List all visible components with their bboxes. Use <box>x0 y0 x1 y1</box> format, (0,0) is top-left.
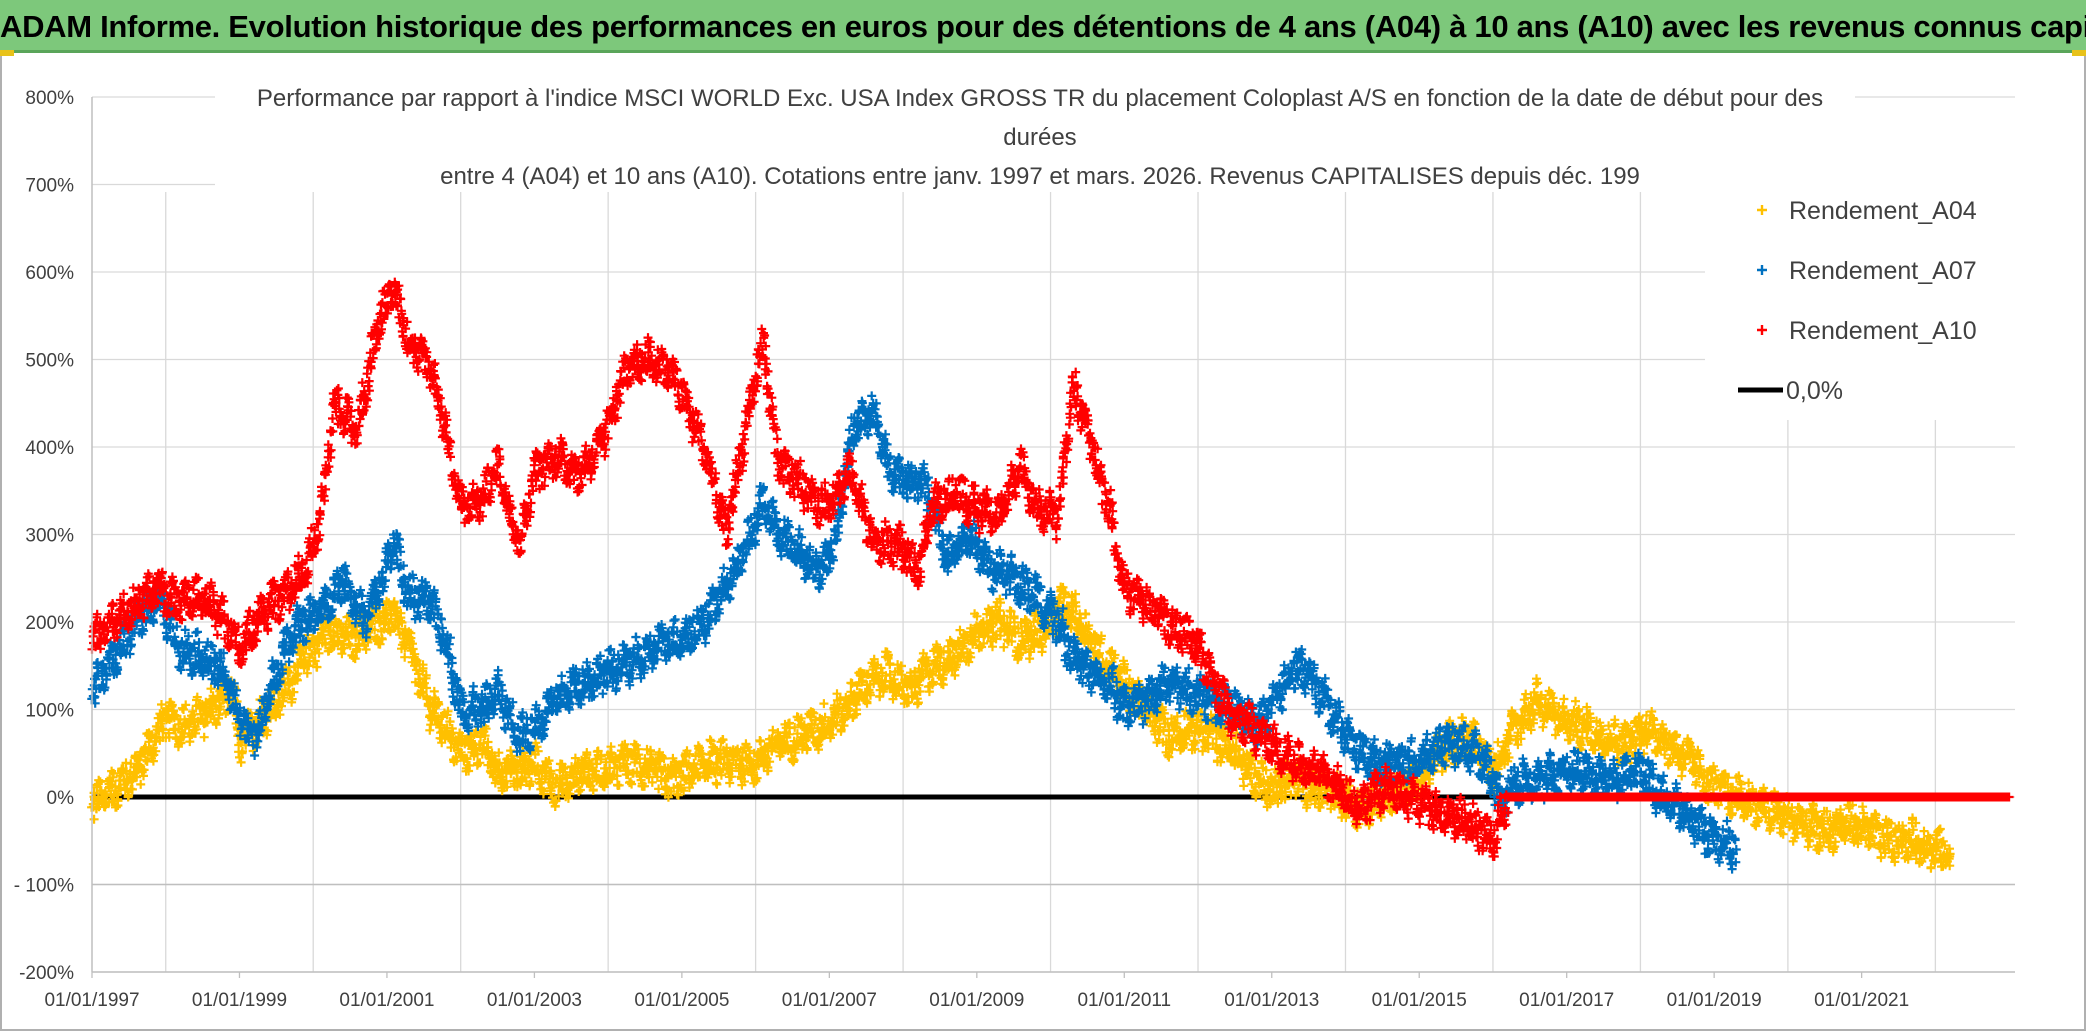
y-axis-ticks: -200% - 100% 0% 100% 200% 300% 400% 500% 600% 700… <box>14 88 74 984</box>
legend-marker-rendement-a10 <box>1757 325 1767 335</box>
y-tick-label: -200% <box>19 963 74 984</box>
legend-label-rendement-a07: Rendement_A07 <box>1789 257 1977 285</box>
chart-title-line: durées <box>1003 124 1076 151</box>
x-tick-label: 01/01/2003 <box>487 990 582 1011</box>
legend-label-rendement-a04: Rendement_A04 <box>1789 197 1977 225</box>
y-tick-label: 700% <box>25 176 74 197</box>
x-tick-label: 01/01/2011 <box>1077 990 1171 1011</box>
x-tick-label: 01/01/2019 <box>1667 990 1762 1011</box>
chart-axes <box>91 97 2015 973</box>
legend-marker-rendement-a07 <box>1757 265 1767 275</box>
y-tick-label: 0% <box>47 788 75 809</box>
x-tick-label: 01/01/2001 <box>339 990 434 1011</box>
x-tick-label: 01/01/2007 <box>782 990 877 1011</box>
report-banner-title: ADAM Informe. Evolution historique des p… <box>0 0 2086 53</box>
y-tick-label: 200% <box>25 613 74 634</box>
chart-legend: Rendement_A04 Rendement_A07 Rendement_A10 0… <box>1705 178 2015 420</box>
legend-label-rendement-a10: Rendement_A10 <box>1789 317 1977 345</box>
y-tick-label: 100% <box>25 701 74 722</box>
chart-title: Performance par rapport à l'indice MSCI … <box>215 78 1855 192</box>
chart-title-line: entre 4 (A04) et 10 ans (A10). Cotations… <box>440 163 1640 190</box>
y-tick-label: 600% <box>25 263 74 284</box>
x-tick-label: 01/01/2005 <box>634 990 729 1011</box>
y-tick-label: 400% <box>25 438 74 459</box>
x-tick-label: 01/01/2013 <box>1224 990 1319 1011</box>
y-tick-label: 800% <box>25 88 74 109</box>
x-tick-label: 01/01/1997 <box>44 990 139 1011</box>
banner-corner-left <box>0 50 14 56</box>
legend-label-zero: 0,0% <box>1786 377 1843 405</box>
y-tick-label: - 100% <box>14 876 74 897</box>
y-tick-label: 300% <box>25 526 74 547</box>
chart-title-line: Performance par rapport à l'indice MSCI … <box>257 85 1823 112</box>
x-tick-label: 01/01/2021 <box>1814 990 1909 1011</box>
banner-corner-right <box>2072 50 2086 56</box>
y-tick-label: 500% <box>25 351 74 372</box>
legend-background <box>1705 178 2015 420</box>
x-axis-ticks: 01/01/1997 01/01/1999 01/01/2001 01/01/2003… <box>44 972 1909 1011</box>
x-tick-label: 01/01/2017 <box>1519 990 1614 1011</box>
x-tick-label: 01/01/2015 <box>1372 990 1467 1011</box>
x-tick-label: 01/01/2009 <box>929 990 1024 1011</box>
legend-marker-rendement-a04 <box>1757 205 1767 215</box>
x-tick-label: 01/01/1999 <box>192 990 287 1011</box>
title-background <box>215 78 1855 192</box>
